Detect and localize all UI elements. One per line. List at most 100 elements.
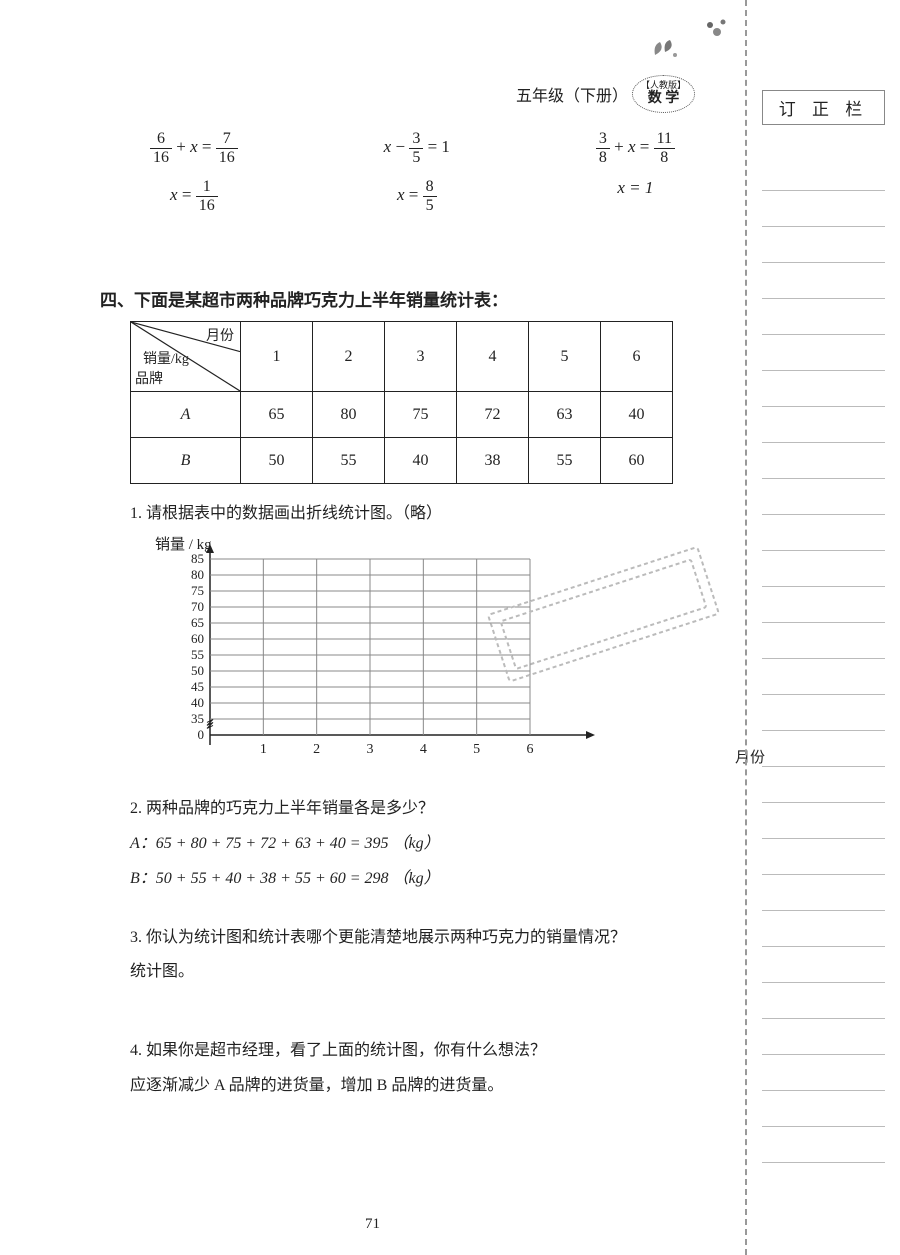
cell-b-6: 60 [601, 438, 673, 484]
cell-b-3: 40 [385, 438, 457, 484]
chart-ylabel: 销量 / kg [155, 533, 212, 554]
chocolate-sales-table: 月份 销量/kg 品牌 1 2 3 4 5 6 A 65 80 75 72 63… [130, 321, 673, 484]
equations-block: 616 + x = 716 x = 116 x − 35 = 1 x = 85 … [100, 130, 705, 246]
corner-month: 月份 [206, 325, 234, 345]
svg-text:2: 2 [313, 742, 320, 757]
eq3-lhs-num: 3 [596, 130, 610, 149]
cell-a-5: 63 [529, 392, 601, 438]
q4-answer: 应逐渐减少 A 品牌的进货量，增加 B 品牌的进货量。 [130, 1072, 705, 1101]
svg-text:70: 70 [191, 599, 204, 614]
table-row-b: B 50 55 40 38 55 60 [131, 438, 673, 484]
svg-text:75: 75 [191, 583, 204, 598]
q1-text: 1. 请根据表中的数据画出折线统计图。（略） [130, 500, 705, 529]
eq1-lhs-den: 16 [150, 149, 172, 167]
month-header-4: 4 [457, 322, 529, 392]
equation-3: 38 + x = 118 x = 1 [596, 130, 675, 226]
sidebar-line [762, 947, 885, 983]
table-row-a: A 65 80 75 72 63 40 [131, 392, 673, 438]
svg-text:1: 1 [260, 742, 267, 757]
sidebar-line [762, 1019, 885, 1055]
month-header-5: 5 [529, 322, 601, 392]
sidebar-line [762, 1091, 885, 1127]
svg-text:60: 60 [191, 631, 204, 646]
correction-sidebar: 订 正 栏 [745, 0, 900, 1255]
q4-title: 4. 如果你是超市经理，看了上面的统计图，你有什么想法？ [130, 1037, 705, 1066]
eq3-rhs-den: 8 [654, 149, 675, 167]
q2-title: 2. 两种品牌的巧克力上半年销量各是多少？ [130, 795, 705, 824]
svg-text:80: 80 [191, 567, 204, 582]
cell-a-4: 72 [457, 392, 529, 438]
equation-1: 616 + x = 716 x = 116 [150, 130, 238, 226]
eq2-ans-den: 5 [423, 197, 437, 215]
month-header-3: 3 [385, 322, 457, 392]
sidebar-line [762, 1055, 885, 1091]
badge-top: 【人教版】 [641, 80, 686, 91]
sidebar-line [762, 335, 885, 371]
equation-2: x − 35 = 1 x = 85 [384, 130, 450, 226]
sidebar-line [762, 623, 885, 659]
chart-grid-icon: 85807570656055504540350123456 [160, 539, 620, 769]
sidebar-line [762, 551, 885, 587]
leaf-decoration-icon [615, 10, 735, 70]
cell-a-2: 80 [313, 392, 385, 438]
sidebar-lines [762, 155, 885, 1163]
page-header: 五年级（下册） 【人教版】 数 学 [100, 50, 705, 110]
eq3-ans: x = 1 [617, 178, 653, 197]
svg-text:40: 40 [191, 695, 204, 710]
eq1-rhs-num: 7 [216, 130, 238, 149]
sidebar-line [762, 839, 885, 875]
eq3-rhs-num: 11 [654, 130, 675, 149]
month-header-1: 1 [241, 322, 313, 392]
sidebar-line [762, 155, 885, 191]
sidebar-line [762, 299, 885, 335]
cell-a-3: 75 [385, 392, 457, 438]
sidebar-line [762, 407, 885, 443]
sidebar-line [762, 911, 885, 947]
sidebar-line [762, 263, 885, 299]
sidebar-line [762, 371, 885, 407]
table-header-row: 月份 销量/kg 品牌 1 2 3 4 5 6 [131, 322, 673, 392]
sidebar-title: 订 正 栏 [762, 90, 885, 125]
sidebar-line [762, 1127, 885, 1163]
sidebar-line [762, 767, 885, 803]
sidebar-line [762, 191, 885, 227]
month-header-6: 6 [601, 322, 673, 392]
eq1-rhs-den: 16 [216, 149, 238, 167]
empty-line-chart: 销量 / kg 85807570656055504540350123456 月份 [160, 539, 705, 779]
svg-text:3: 3 [367, 742, 374, 757]
q2-answer-b: B：50 + 55 + 40 + 38 + 55 + 60 = 298 （kg） [130, 865, 705, 894]
svg-text:35: 35 [191, 711, 204, 726]
page-number: 71 [0, 1216, 745, 1233]
cell-b-2: 55 [313, 438, 385, 484]
cell-b-1: 50 [241, 438, 313, 484]
page-content: 五年级（下册） 【人教版】 数 学 616 + x = 716 x = 116 … [0, 0, 745, 1255]
sidebar-line [762, 587, 885, 623]
svg-text:6: 6 [527, 742, 534, 757]
sidebar-line [762, 515, 885, 551]
svg-text:0: 0 [198, 727, 205, 742]
section-4-title: 四、下面是某超市两种品牌巧克力上半年销量统计表： [100, 286, 705, 311]
grade-label-row: 五年级（下册） 【人教版】 数 学 [516, 75, 695, 113]
eq1-lhs-num: 6 [150, 130, 172, 149]
sidebar-line [762, 443, 885, 479]
cell-a-1: 65 [241, 392, 313, 438]
eq1-ans-num: 1 [196, 178, 218, 197]
sidebar-line [762, 227, 885, 263]
eq1-ans-den: 16 [196, 197, 218, 215]
sidebar-line [762, 731, 885, 767]
brand-b-label: B [131, 438, 241, 484]
svg-text:4: 4 [420, 742, 427, 757]
eq2-rhs: 1 [441, 137, 450, 156]
cell-b-4: 38 [457, 438, 529, 484]
subject-badge: 【人教版】 数 学 [632, 75, 695, 113]
sidebar-line [762, 659, 885, 695]
sidebar-line [762, 479, 885, 515]
q3-answer: 统计图。 [130, 958, 705, 987]
sidebar-line [762, 695, 885, 731]
eq2-lhs-den: 5 [409, 149, 423, 167]
svg-text:65: 65 [191, 615, 204, 630]
sidebar-line [762, 983, 885, 1019]
svg-text:50: 50 [191, 663, 204, 678]
eq2-ans-num: 8 [423, 178, 437, 197]
brand-a-label: A [131, 392, 241, 438]
